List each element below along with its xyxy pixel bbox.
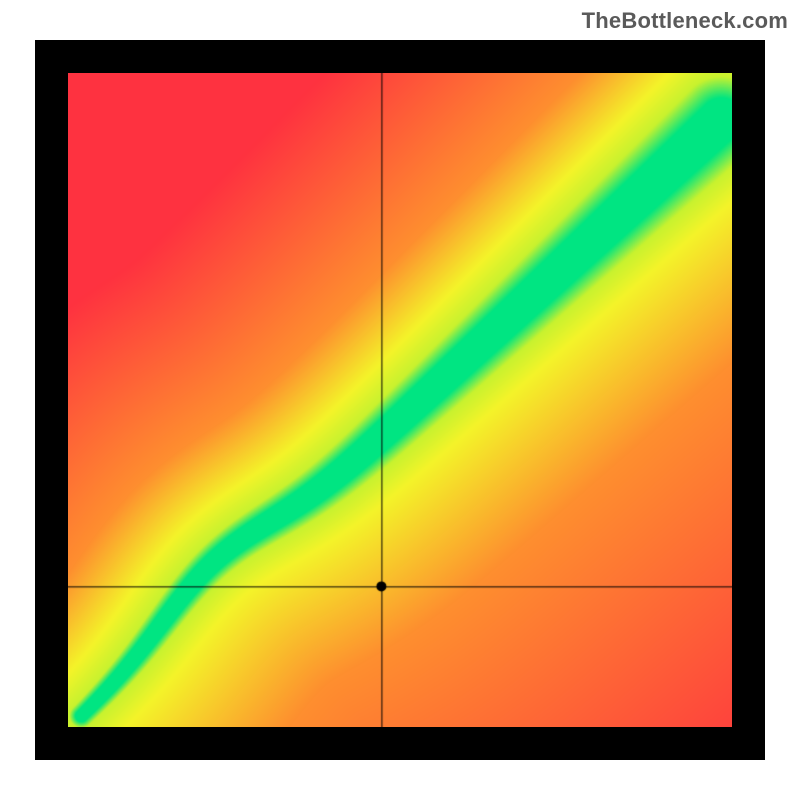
watermark: TheBottleneck.com	[582, 8, 788, 34]
chart-container: TheBottleneck.com	[0, 0, 800, 800]
heatmap-canvas	[68, 73, 732, 727]
plot-frame	[35, 40, 765, 760]
